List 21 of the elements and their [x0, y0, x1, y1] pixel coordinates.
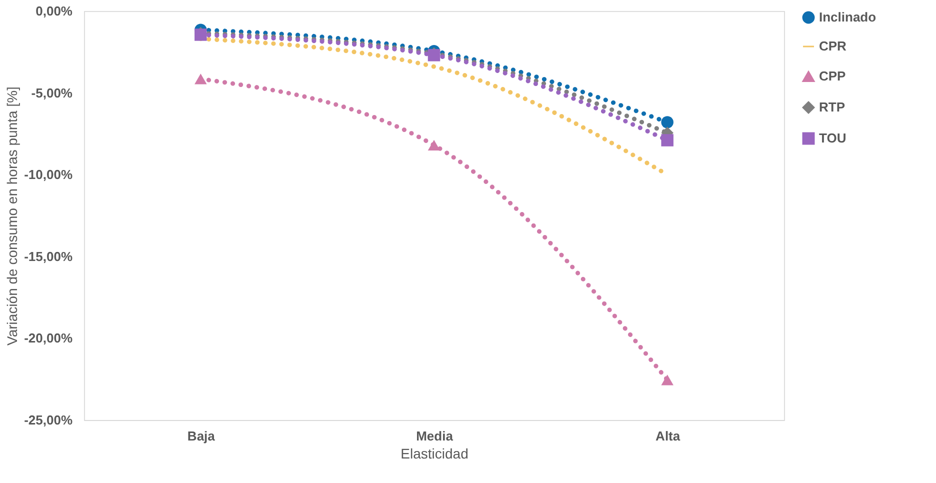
point [661, 374, 674, 386]
x-tick-label: Baja [187, 428, 216, 444]
point [194, 74, 207, 84]
x-tick-label: Alta [656, 428, 681, 444]
legend-label: CPR [819, 38, 848, 54]
legend-label: Inclinado [819, 10, 876, 24]
y-tick-label: -15,00% [24, 248, 73, 264]
point [428, 140, 440, 150]
y-tick-label: -5,00% [31, 85, 73, 100]
point [661, 116, 674, 128]
legend-label: CPP [819, 68, 846, 84]
y-tick-label: -20,00% [24, 330, 73, 346]
y-tick-label: -25,00% [24, 412, 73, 428]
y-tick-label: -10,00% [24, 167, 73, 182]
x-axis-title: Elasticidad [400, 446, 468, 462]
point [661, 134, 674, 146]
legend-label: RTP [819, 100, 846, 114]
legend-label: TOU [819, 130, 846, 146]
y-axis-title: Variación de consumo en horas punta [%] [4, 86, 20, 346]
y-tick-label: 0,00% [36, 4, 73, 18]
x-tick-label: Media [416, 428, 454, 444]
